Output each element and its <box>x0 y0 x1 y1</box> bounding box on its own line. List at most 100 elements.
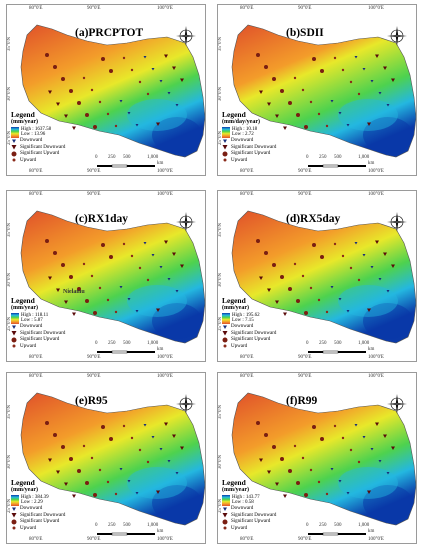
significant-upward-icon <box>11 151 17 157</box>
legend-title: Legend <box>11 110 35 119</box>
panel-title: (f)R99 <box>286 395 318 407</box>
station-downward <box>143 242 147 245</box>
legend-high: High : 195.62 <box>232 312 260 318</box>
station-significant-downward <box>259 276 263 280</box>
station-downward <box>127 480 131 483</box>
legend-item: Downward <box>231 506 254 512</box>
station-upward <box>341 68 345 72</box>
legend-item: Significant Downward <box>20 330 66 336</box>
station-significant-downward <box>180 78 184 82</box>
station-upward <box>122 242 126 246</box>
downward-icon <box>11 324 17 330</box>
lat-tick: 35°0'N <box>218 222 223 237</box>
station-significant-downward <box>56 102 60 106</box>
station-significant-upward <box>320 437 324 441</box>
station-downward <box>175 104 179 107</box>
significant-downward-icon <box>11 512 17 518</box>
panel-e: (e)R95 Legend (mm/year) High : 384.39 Lo… <box>6 372 206 544</box>
compass-rose <box>386 393 408 415</box>
station-significant-upward <box>45 239 49 243</box>
station-upward <box>138 448 142 452</box>
station-significant-downward <box>275 300 279 304</box>
station-significant-upward <box>280 89 284 93</box>
station-upward <box>98 468 102 472</box>
station-significant-upward <box>101 57 105 61</box>
station-significant-upward <box>280 457 284 461</box>
station-upward <box>90 88 94 92</box>
station-upward <box>146 460 150 464</box>
legend-item: Significant Downward <box>231 330 277 336</box>
station-significant-upward <box>256 53 260 57</box>
station-upward <box>349 266 353 270</box>
station-downward <box>175 472 179 475</box>
station-downward <box>167 460 171 463</box>
lon-tick: 100°0'E <box>368 355 384 360</box>
station-upward <box>357 460 361 464</box>
legend-item: Significant Upward <box>231 519 271 525</box>
compass-icon <box>387 26 407 46</box>
lon-tick: 90°0'E <box>87 537 101 542</box>
station-upward <box>301 88 305 92</box>
station-downward <box>370 266 374 269</box>
station-upward <box>341 436 345 440</box>
station-upward <box>130 254 134 258</box>
map-e <box>20 392 205 526</box>
station-significant-downward <box>64 114 68 118</box>
legend-low: Low : 13.96 <box>21 132 46 137</box>
station-significant-downward <box>391 78 395 82</box>
lat-tick: 25°0'N <box>7 316 12 331</box>
station-upward <box>309 100 313 104</box>
legend-item: Upward <box>231 157 248 163</box>
station-downward <box>330 100 334 103</box>
station-significant-downward <box>375 240 379 244</box>
station-downward <box>386 104 390 107</box>
compass-icon <box>176 394 196 414</box>
color-ramp <box>11 494 19 506</box>
legend-low: Low : 5.87 <box>21 318 43 323</box>
station-downward <box>362 254 366 257</box>
station-downward <box>362 68 366 71</box>
lat-tick: 30°0'N <box>7 454 12 469</box>
station-significant-downward <box>391 264 395 268</box>
lon-tick: 80°0'E <box>29 6 43 11</box>
legend-title: Legend <box>222 110 246 119</box>
legend-title: Legend <box>11 478 35 487</box>
station-upward <box>333 242 337 246</box>
panel-f: (f)R99 Legend (mm/year) High : 143.77 Lo… <box>217 372 417 544</box>
lat-tick: 35°0'N <box>218 36 223 51</box>
station-significant-downward <box>56 288 60 292</box>
station-downward <box>175 290 179 293</box>
legend-high: High : 10.18 <box>232 126 258 132</box>
lon-tick: 100°0'E <box>157 169 173 174</box>
lat-tick: 35°0'N <box>7 222 12 237</box>
lat-tick: 25°0'N <box>7 498 12 513</box>
station-upward <box>309 286 313 290</box>
station-downward <box>143 424 147 427</box>
lon-tick: 100°0'E <box>368 192 384 197</box>
station-upward <box>106 112 110 116</box>
lon-tick: 100°0'E <box>157 537 173 542</box>
station-significant-upward <box>93 125 97 129</box>
station-markers <box>256 53 395 130</box>
compass-rose <box>386 211 408 233</box>
lat-tick: 35°0'N <box>7 36 12 51</box>
station-significant-downward <box>172 252 176 256</box>
station-markers <box>256 421 395 498</box>
lon-tick: 80°0'E <box>240 192 254 197</box>
downward-icon <box>11 138 17 144</box>
lon-tick: 80°0'E <box>29 192 43 197</box>
lon-tick: 100°0'E <box>368 374 384 379</box>
station-significant-upward <box>61 445 65 449</box>
station-significant-downward <box>375 54 379 58</box>
station-upward <box>114 310 118 314</box>
station-downward <box>159 266 163 269</box>
lon-tick: 80°0'E <box>240 374 254 379</box>
station-downward <box>354 56 358 59</box>
panel-d: (d)RX5day Legend (mm/year) High : 195.62… <box>217 190 417 362</box>
station-significant-downward <box>267 288 271 292</box>
station-upward <box>325 124 329 128</box>
station-upward <box>122 56 126 60</box>
legend-item: Significant Downward <box>231 512 277 518</box>
map-b <box>231 24 416 158</box>
station-label: Nielamu <box>63 289 85 295</box>
